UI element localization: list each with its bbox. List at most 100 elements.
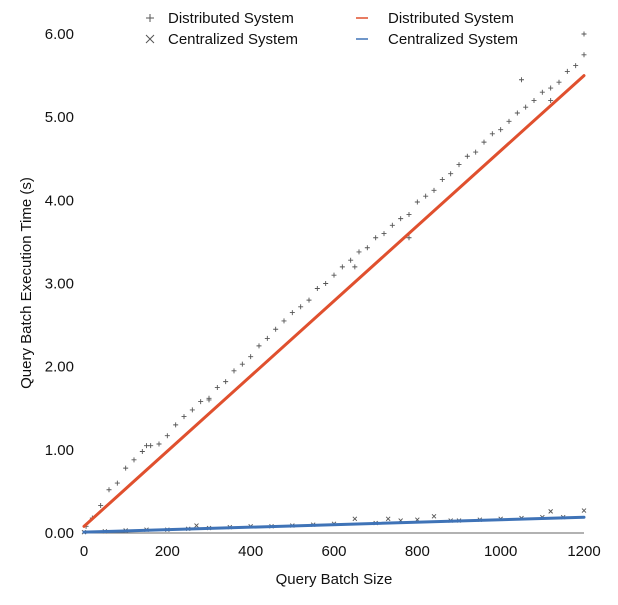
data-point-plus <box>356 249 362 255</box>
legend-marker-plus <box>146 14 154 22</box>
data-point-plus <box>289 310 295 316</box>
data-point-plus <box>448 171 454 177</box>
data-point-plus <box>164 433 170 439</box>
data-point-x <box>194 523 199 528</box>
y-tick-label: 2.00 <box>45 359 74 376</box>
x-tick-label: 1200 <box>567 543 600 560</box>
x-tick-label: 1000 <box>484 543 517 560</box>
x-tick-labels: 0 200 400 600 800 1000 1200 <box>80 543 601 560</box>
x-tick-label: 800 <box>405 543 430 560</box>
y-axis-title: Query Batch Execution Time (s) <box>18 177 35 389</box>
data-point-plus <box>206 397 212 403</box>
data-point-plus <box>498 127 504 133</box>
data-point-plus <box>373 235 379 241</box>
data-point-plus <box>406 211 412 217</box>
data-point-plus <box>131 457 137 463</box>
y-tick-label: 1.00 <box>45 442 74 459</box>
data-point-plus <box>519 77 524 83</box>
data-point-plus <box>506 118 512 124</box>
y-tick-labels: 0.00 1.00 2.00 3.00 4.00 5.00 6.00 <box>45 26 74 542</box>
data-point-plus <box>123 465 129 471</box>
data-point-plus <box>198 399 204 405</box>
y-tick-label: 0.00 <box>45 525 74 542</box>
data-point-plus <box>564 68 570 74</box>
data-point-x <box>581 508 587 513</box>
data-point-plus <box>389 222 395 228</box>
trend-line <box>82 74 586 528</box>
data-point-plus <box>423 193 429 199</box>
data-point-plus <box>331 272 337 278</box>
x-tick-label: 0 <box>80 543 88 560</box>
y-tick-label: 4.00 <box>45 192 74 209</box>
x-axis-title: Query Batch Size <box>276 571 393 588</box>
data-point-plus <box>139 448 145 454</box>
data-point-plus <box>456 162 462 168</box>
data-point-plus <box>581 31 587 37</box>
data-point-plus <box>531 98 537 104</box>
trend-line <box>82 515 586 534</box>
data-point-x <box>431 514 437 519</box>
data-point-plus <box>414 199 420 205</box>
data-point-plus <box>523 104 529 110</box>
series-plus-points <box>83 31 587 529</box>
data-point-x <box>548 509 553 514</box>
data-point-plus <box>381 231 387 237</box>
data-point-plus <box>348 257 354 263</box>
data-point-plus <box>464 153 470 159</box>
data-point-plus <box>581 52 587 58</box>
x-tick-label: 200 <box>155 543 180 560</box>
data-point-plus <box>223 379 229 385</box>
data-point-plus <box>398 216 404 222</box>
data-point-plus <box>156 441 162 447</box>
plot-area <box>81 31 587 535</box>
data-point-plus <box>264 335 270 341</box>
x-tick-label: 600 <box>321 543 346 560</box>
data-point-plus <box>298 304 304 310</box>
legend-label: Centralized System <box>388 31 518 48</box>
data-point-plus <box>148 443 154 449</box>
data-point-plus <box>481 139 487 145</box>
data-point-plus <box>323 281 329 286</box>
data-point-plus <box>214 384 220 390</box>
data-point-plus <box>548 85 554 91</box>
data-point-x <box>385 516 391 522</box>
data-point-plus <box>314 285 320 291</box>
data-point-plus <box>231 368 237 374</box>
data-point-plus <box>514 110 520 116</box>
legend-label: Distributed System <box>388 10 514 27</box>
data-point-plus <box>489 131 495 137</box>
data-point-plus <box>98 503 104 509</box>
data-point-plus <box>306 297 312 303</box>
y-tick-label: 6.00 <box>45 26 74 43</box>
data-point-plus <box>281 318 287 324</box>
data-point-x <box>352 516 358 522</box>
data-point-plus <box>548 98 554 104</box>
legend-label: Distributed System <box>168 10 294 27</box>
data-point-plus <box>473 149 479 155</box>
legend: Distributed System Centralized System Dist… <box>145 10 518 48</box>
y-tick-label: 3.00 <box>45 276 74 293</box>
data-point-plus <box>248 354 254 360</box>
data-point-plus <box>539 89 545 95</box>
data-point-plus <box>431 187 437 193</box>
data-point-plus <box>181 414 187 420</box>
legend-marker-x <box>145 34 155 44</box>
data-point-plus <box>256 343 262 349</box>
x-tick-label: 400 <box>238 543 263 560</box>
data-point-plus <box>406 235 412 241</box>
data-point-plus <box>173 422 179 428</box>
data-point-plus <box>144 443 149 449</box>
data-point-plus <box>573 63 579 69</box>
data-point-plus <box>114 480 120 486</box>
data-point-plus <box>273 326 279 332</box>
y-tick-label: 5.00 <box>45 109 74 126</box>
data-point-plus <box>352 264 358 270</box>
data-point-plus <box>106 487 112 493</box>
data-point-plus <box>364 245 370 251</box>
data-point-plus <box>339 264 345 270</box>
legend-label: Centralized System <box>168 31 298 48</box>
data-point-plus <box>439 177 445 183</box>
data-point-plus <box>189 407 195 413</box>
data-point-plus <box>239 361 245 367</box>
